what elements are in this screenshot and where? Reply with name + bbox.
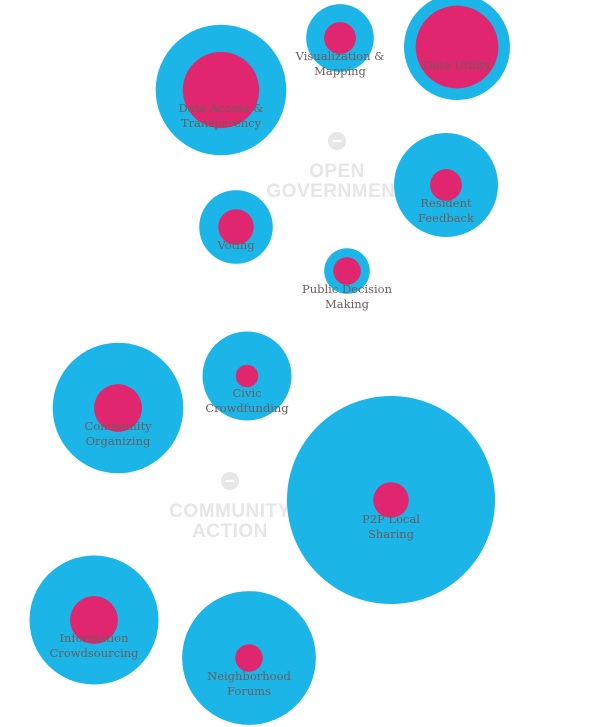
bubble-data-utility[interactable]: Data Utility [404, 0, 510, 100]
bubble-highlight-circle [415, 5, 499, 89]
bubble-highlight-circle [324, 22, 356, 54]
bubble-label: Neighborhood [207, 669, 291, 683]
bubble-label: Sharing [368, 527, 415, 541]
bubble-label: Feedback [418, 211, 475, 225]
bubble-highlight-circle [430, 169, 462, 201]
group-label-line: COMMUNITY [169, 501, 291, 522]
group-label-line: OPEN [309, 161, 365, 182]
bubble-label: Data Access & [179, 101, 264, 115]
minus-circle-icon [221, 472, 239, 490]
bubble-label: Making [325, 297, 370, 311]
bubble-highlight-circle [333, 257, 361, 285]
bubble-label: Community [84, 419, 152, 433]
bubble-data-access-transparency[interactable]: Data Access &Transparency [155, 24, 287, 156]
bubble-visualization-mapping[interactable]: Visualization &Mapping [295, 4, 385, 78]
minus-circle-icon [328, 132, 346, 150]
bubble-label: Crowdfunding [205, 401, 289, 415]
bubble-label: Resident [420, 196, 472, 210]
bubble-label: Crowdsourcing [49, 646, 139, 660]
bubble-highlight-circle [373, 482, 409, 518]
bubble-label: Civic [232, 386, 261, 400]
bubble-highlight-circle [235, 364, 259, 388]
bubble-highlight-circle [70, 596, 118, 644]
bubble-label: Forums [227, 684, 271, 698]
group-label-line: GOVERNMENT [266, 181, 407, 202]
bubble-label: Information [59, 631, 129, 645]
bubble-label: Data Utility [423, 58, 491, 72]
bubble-voting[interactable]: Voting [199, 190, 273, 264]
bubble-label: Mapping [314, 64, 366, 78]
bubble-label: Transparency [181, 116, 262, 130]
bubble-label: Organizing [86, 434, 151, 448]
bubble-label: P2P Local [362, 512, 420, 526]
bubble-highlight-circle [235, 644, 263, 672]
bubble-highlight-circle [94, 384, 142, 432]
bubble-highlight-circle [182, 51, 260, 129]
bubble-label: Visualization & [295, 49, 385, 63]
bubble-label: Voting [216, 238, 255, 252]
bubble-highlight-circle [218, 209, 254, 245]
bubble-label: Public Decision [302, 282, 393, 296]
group-label-line: ACTION [192, 521, 268, 542]
